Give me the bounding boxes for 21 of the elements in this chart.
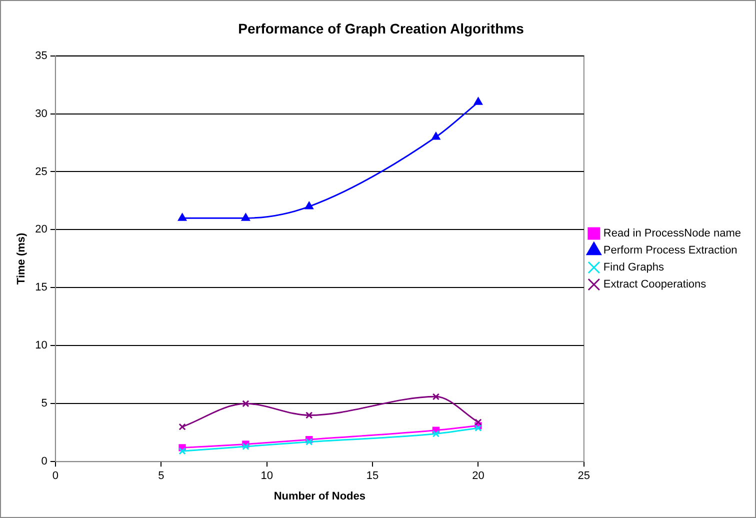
x-tick-label: 15 bbox=[366, 470, 379, 482]
legend-label: Perform Process Extraction bbox=[603, 244, 738, 257]
x-tick-label: 5 bbox=[158, 470, 164, 482]
y-tick-label: 25 bbox=[35, 166, 48, 178]
legend-label: Extract Cooperations bbox=[603, 278, 707, 291]
x-tick-label: 10 bbox=[260, 470, 273, 482]
y-tick-label: 10 bbox=[35, 340, 48, 352]
chart-title: Performance of Graph Creation Algorithms bbox=[238, 20, 524, 36]
legend-label: Read in ProcessNode name bbox=[603, 228, 742, 240]
y-tick-label: 0 bbox=[41, 456, 48, 468]
y-tick-label: 20 bbox=[35, 224, 48, 236]
legend-label: Find Graphs bbox=[603, 262, 664, 274]
x-tick-label: 0 bbox=[52, 470, 58, 482]
x-tick-label: 25 bbox=[578, 470, 590, 482]
y-tick-label: 30 bbox=[35, 108, 48, 120]
y-tick-label: 15 bbox=[35, 282, 48, 294]
y-tick-label: 5 bbox=[41, 398, 48, 410]
x-tick-label: 20 bbox=[472, 470, 484, 482]
y-tick-label: 35 bbox=[35, 50, 48, 62]
x-axis-title: Number of Nodes bbox=[274, 490, 366, 502]
y-axis-title: Time (ms) bbox=[16, 232, 28, 285]
